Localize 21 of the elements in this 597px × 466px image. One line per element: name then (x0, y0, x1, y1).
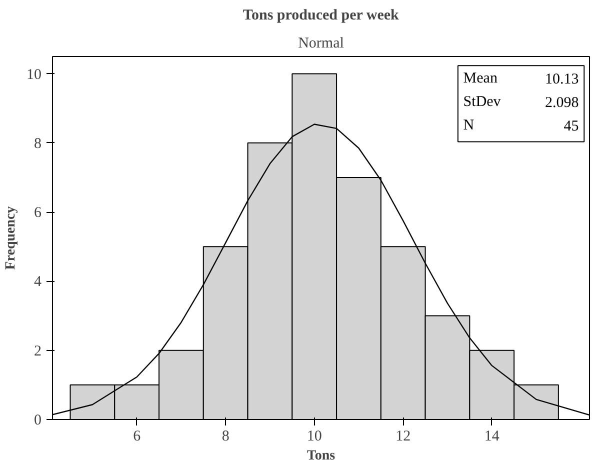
y-axis-title: Frequency (4, 206, 18, 270)
x-tick-label: 6 (133, 428, 142, 444)
text: 45 (564, 118, 579, 135)
y-tick-label: 2 (34, 343, 42, 360)
x-tick-label: 8 (222, 428, 230, 444)
chart-subtitle: Normal (298, 36, 344, 52)
y-tick-label: 0 (34, 412, 42, 428)
y-tick-label: 10 (26, 66, 42, 83)
y-tick-label: 8 (34, 136, 42, 152)
x-tick-label: 14 (484, 428, 500, 444)
text: Mean (463, 70, 498, 87)
x-tick-label: 12 (396, 428, 411, 444)
chart-title: Tons produced per week (242, 8, 400, 24)
x-tick-label: 10 (306, 428, 322, 444)
x-axis-title: Tons (306, 448, 336, 464)
y-tick-label: 4 (34, 274, 42, 290)
text: 10.13 (545, 72, 579, 88)
y-tick-label: 6 (34, 205, 42, 222)
text: N (463, 118, 474, 134)
text: 2.098 (545, 95, 579, 112)
text: StDev (463, 94, 501, 110)
